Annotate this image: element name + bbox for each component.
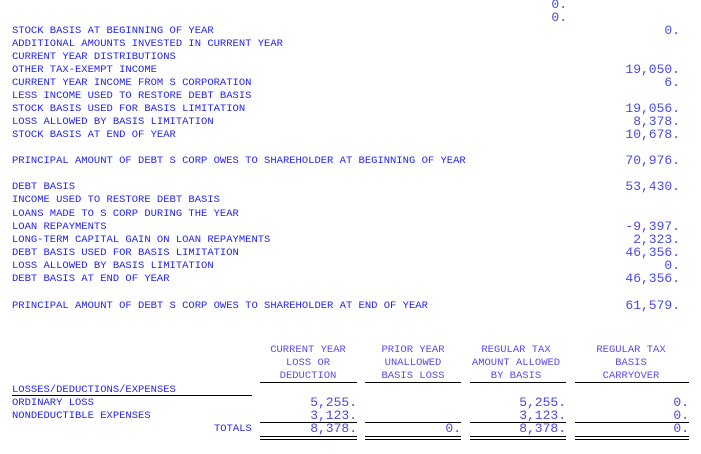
row-value: 2,323. [633,232,680,247]
cell: 0. [673,395,689,410]
double-rule [575,436,689,440]
row-label: LONG-TERM CAPITAL GAIN ON LOAN REPAYMENT… [12,234,271,246]
row-value: -9,397. [625,219,680,234]
total-cell: 0. [673,421,689,436]
column-header: PRIOR YEAR UNALLOWED BASIS LOSS [381,344,445,382]
row-label: LOAN REPAYMENTS [12,221,107,233]
totals-rule [575,422,689,423]
cell: 3,123. [310,408,357,423]
row-label: DEBT BASIS AT END OF YEAR [12,273,170,285]
row-value: 19,050. [625,62,680,77]
header-rule [365,382,461,383]
cell: 0. [673,408,689,423]
total-cell: 8,378. [310,421,357,436]
row-value: 0. [664,23,680,38]
totals-label: TOTALS [214,423,252,435]
row-label: PRINCIPAL AMOUNT OF DEBT S CORP OWES TO … [12,300,428,312]
row-label: DEBT BASIS USED FOR BASIS LIMITATION [12,247,239,259]
row-label: LOSS ALLOWED BY BASIS LIMITATION [12,260,214,272]
totals-rule [260,422,357,423]
totals-rule [365,422,461,423]
row-value: 46,356. [625,245,680,260]
cell: 3,123. [519,408,566,423]
row-label: STOCK BASIS AT END OF YEAR [12,129,176,141]
row-label: OTHER TAX-EXEMPT INCOME [12,64,157,76]
row-label: LOANS MADE TO S CORP DURING THE YEAR [12,208,239,220]
row-label: STOCK BASIS USED FOR BASIS LIMITATION [12,103,246,115]
top-value: 0. [551,10,567,25]
header-rule [260,382,357,383]
section-rule [12,395,252,396]
total-cell: 0. [445,421,461,436]
row-label: CURRENT YEAR INCOME FROM S CORPORATION [12,77,252,89]
row-value: 19,056. [625,101,680,116]
row-value: 70,976. [625,153,680,168]
total-cell: 8,378. [519,421,566,436]
row-value: 61,579. [625,298,680,313]
totals-rule [470,422,566,423]
cell: 5,255. [519,395,566,410]
row-label: CURRENT YEAR DISTRIBUTIONS [12,51,176,63]
row-label: LESS INCOME USED TO RESTORE DEBT BASIS [12,90,252,102]
row-label: STOCK BASIS AT BEGINNING OF YEAR [12,25,214,37]
column-header: CURRENT YEAR LOSS OR DEDUCTION [270,344,346,382]
header-rule [470,382,566,383]
section-label: LOSSES/DEDUCTIONS/EXPENSES [12,384,176,396]
row-label: NONDEDUCTIBLE EXPENSES [12,410,151,422]
double-rule [470,436,566,440]
row-value: 6. [664,75,680,90]
top-value: 0. [551,0,567,12]
row-label: DEBT BASIS [12,181,76,193]
row-label: ADDITIONAL AMOUNTS INVESTED IN CURRENT Y… [12,38,283,50]
row-value: 53,430. [625,179,680,194]
row-value: 0. [664,258,680,273]
double-rule [365,436,461,440]
cell: 5,255. [310,395,357,410]
header-rule [575,382,689,383]
row-value: 10,678. [625,127,680,142]
double-rule [260,436,357,440]
row-label: ORDINARY LOSS [12,397,94,409]
row-label: LOSS ALLOWED BY BASIS LIMITATION [12,116,214,128]
row-label: INCOME USED TO RESTORE DEBT BASIS [12,194,220,206]
row-value: 8,378. [633,114,680,129]
column-header: REGULAR TAX BASIS CARRYOVER [596,344,666,382]
row-label: PRINCIPAL AMOUNT OF DEBT S CORP OWES TO … [12,155,466,167]
row-value: 46,356. [625,271,680,286]
column-header: REGULAR TAX AMOUNT ALLOWED BY BASIS [471,344,561,382]
